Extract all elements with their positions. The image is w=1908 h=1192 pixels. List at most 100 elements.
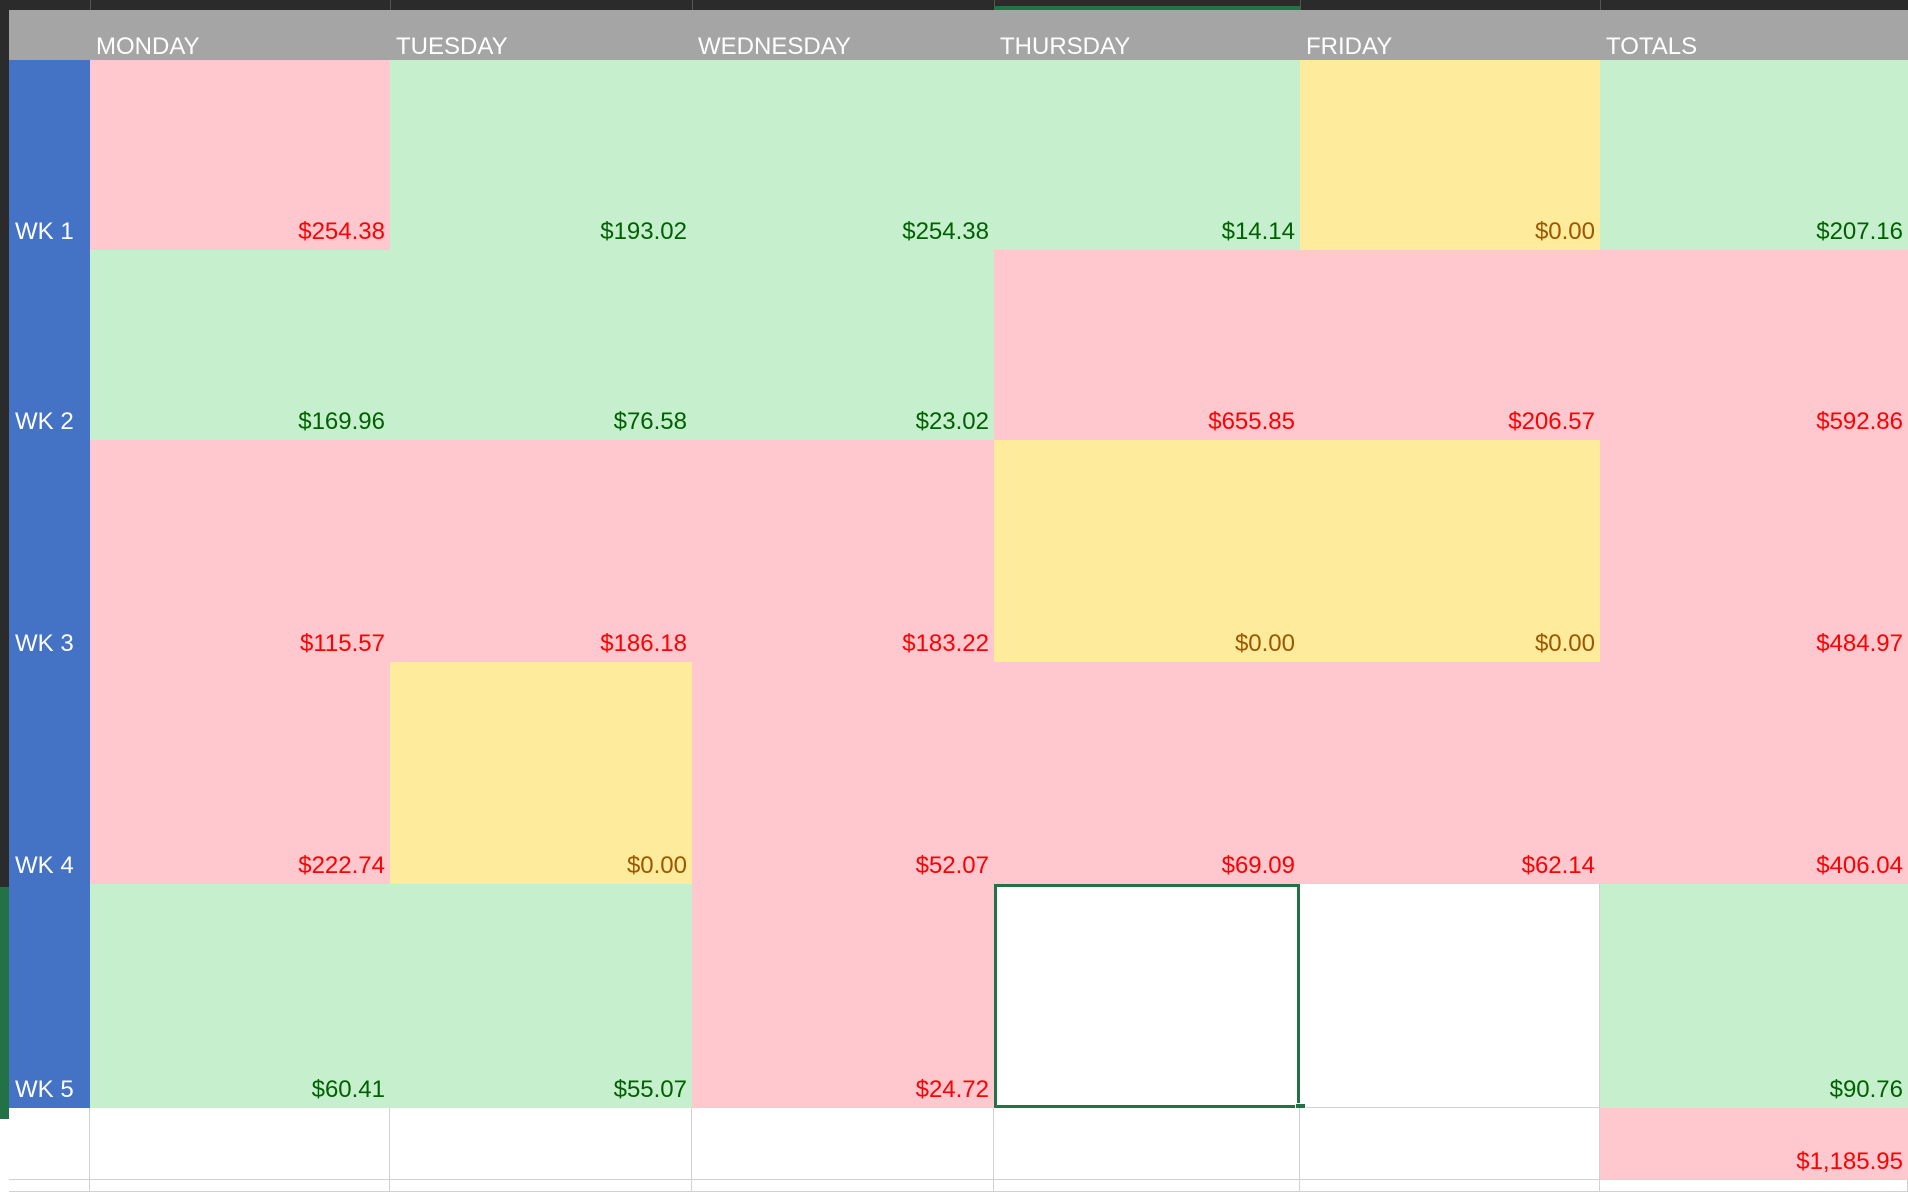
empty-cell[interactable] (994, 1108, 1300, 1180)
header-label: FRIDAY (1306, 33, 1393, 60)
amount-value: $254.38 (298, 218, 385, 245)
row-label-wk-4[interactable]: WK 4 (9, 662, 90, 884)
grand-total-cell[interactable]: $1,185.95 (1600, 1108, 1908, 1180)
column-header-b[interactable] (90, 0, 391, 10)
week-total-cell[interactable]: $592.86 (1600, 250, 1908, 440)
row-label-wk-5[interactable]: WK 5 (9, 884, 90, 1108)
amount-cell[interactable]: $69.09 (994, 662, 1300, 884)
column-header-a[interactable] (0, 0, 91, 10)
empty-cell[interactable] (9, 1108, 90, 1180)
week-total-cell[interactable]: $207.16 (1600, 60, 1908, 250)
amount-value: $592.86 (1816, 408, 1903, 435)
header-tuesday[interactable]: TUESDAY (390, 10, 692, 60)
amount-cell[interactable]: $169.96 (90, 250, 390, 440)
empty-cell[interactable] (1300, 1108, 1600, 1180)
amount-value: $655.85 (1208, 408, 1295, 435)
header-monday[interactable]: MONDAY (90, 10, 390, 60)
amount-value: $169.96 (298, 408, 385, 435)
amount-cell[interactable] (994, 884, 1300, 1108)
empty-cell[interactable] (390, 1180, 692, 1192)
header-thursday[interactable]: THURSDAY (994, 10, 1300, 60)
amount-value: $186.18 (600, 630, 687, 657)
grand-total-value: $1,185.95 (1796, 1148, 1903, 1175)
amount-value: $60.41 (311, 1076, 385, 1103)
column-header-bar (0, 0, 1908, 10)
amount-value: $76.58 (613, 408, 687, 435)
week-total-cell[interactable]: $484.97 (1600, 440, 1908, 662)
empty-cell[interactable] (90, 1180, 390, 1192)
amount-cell[interactable]: $62.14 (1300, 662, 1600, 884)
empty-cell[interactable] (692, 1180, 994, 1192)
header-label: TOTALS (1606, 33, 1698, 60)
amount-cell[interactable]: $655.85 (994, 250, 1300, 440)
empty-cell[interactable] (90, 1108, 390, 1180)
amount-cell[interactable]: $0.00 (994, 440, 1300, 662)
amount-cell[interactable]: $24.72 (692, 884, 994, 1108)
column-header-e[interactable] (994, 0, 1301, 10)
amount-cell[interactable]: $52.07 (692, 662, 994, 884)
amount-cell[interactable]: $183.22 (692, 440, 994, 662)
amount-cell[interactable] (1300, 884, 1600, 1108)
amount-value: $0.00 (626, 852, 687, 879)
amount-cell[interactable]: $115.57 (90, 440, 390, 662)
empty-cell[interactable] (692, 1108, 994, 1180)
week-total-cell[interactable]: $406.04 (1600, 662, 1908, 884)
header-totals[interactable]: TOTALS (1600, 10, 1908, 60)
amount-value: $23.02 (915, 408, 989, 435)
amount-cell[interactable]: $23.02 (692, 250, 994, 440)
amount-value: $406.04 (1816, 852, 1903, 879)
column-header-g[interactable] (1600, 0, 1908, 10)
header-label: WEDNESDAY (698, 33, 851, 60)
amount-cell[interactable]: $0.00 (390, 662, 692, 884)
amount-value: $206.57 (1508, 408, 1595, 435)
column-header-f[interactable] (1300, 0, 1601, 10)
amount-cell[interactable]: $14.14 (994, 60, 1300, 250)
amount-cell[interactable]: $186.18 (390, 440, 692, 662)
amount-cell[interactable]: $254.38 (90, 60, 390, 250)
empty-cell[interactable] (9, 1180, 90, 1192)
row-label-text: WK 4 (15, 852, 74, 879)
header-label: TUESDAY (396, 33, 508, 60)
empty-cell[interactable] (390, 1108, 692, 1180)
amount-cell[interactable]: $206.57 (1300, 250, 1600, 440)
amount-value: $183.22 (902, 630, 989, 657)
amount-value: $193.02 (600, 218, 687, 245)
amount-cell[interactable]: $0.00 (1300, 440, 1600, 662)
row-header-dark (0, 10, 9, 887)
header-wednesday[interactable]: WEDNESDAY (692, 10, 994, 60)
week-total-cell[interactable]: $90.76 (1600, 884, 1908, 1108)
row-header-strip (0, 10, 9, 1192)
amount-cell[interactable]: $193.02 (390, 60, 692, 250)
row-label-wk-1[interactable]: WK 1 (9, 60, 90, 250)
selected-cell-outline[interactable] (994, 884, 1300, 1108)
amount-value: $484.97 (1816, 630, 1903, 657)
amount-value: $90.76 (1829, 1076, 1903, 1103)
empty-cell[interactable] (1600, 1180, 1908, 1192)
amount-value: $24.72 (915, 1076, 989, 1103)
amount-cell[interactable]: $55.07 (390, 884, 692, 1108)
active-column-indicator (994, 6, 1300, 10)
amount-value: $55.07 (613, 1076, 687, 1103)
amount-value: $0.00 (1534, 630, 1595, 657)
column-header-c[interactable] (390, 0, 693, 10)
amount-cell[interactable]: $60.41 (90, 884, 390, 1108)
amount-cell[interactable]: $222.74 (90, 662, 390, 884)
header-friday[interactable]: FRIDAY (1300, 10, 1600, 60)
row-label-wk-2[interactable]: WK 2 (9, 250, 90, 440)
column-header-d[interactable] (692, 0, 995, 10)
header-corner-cell[interactable] (9, 10, 90, 60)
amount-cell[interactable]: $254.38 (692, 60, 994, 250)
row-label-text: WK 5 (15, 1076, 74, 1103)
empty-cell[interactable] (994, 1180, 1300, 1192)
row-label-text: WK 3 (15, 630, 74, 657)
row-label-text: WK 1 (15, 218, 74, 245)
amount-value: $62.14 (1521, 852, 1595, 879)
row-label-wk-3[interactable]: WK 3 (9, 440, 90, 662)
amount-value: $14.14 (1221, 218, 1295, 245)
amount-cell[interactable]: $0.00 (1300, 60, 1600, 250)
amount-value: $69.09 (1221, 852, 1295, 879)
empty-cell[interactable] (1300, 1180, 1600, 1192)
amount-cell[interactable]: $76.58 (390, 250, 692, 440)
header-label: MONDAY (96, 33, 200, 60)
header-label: THURSDAY (1000, 33, 1131, 60)
